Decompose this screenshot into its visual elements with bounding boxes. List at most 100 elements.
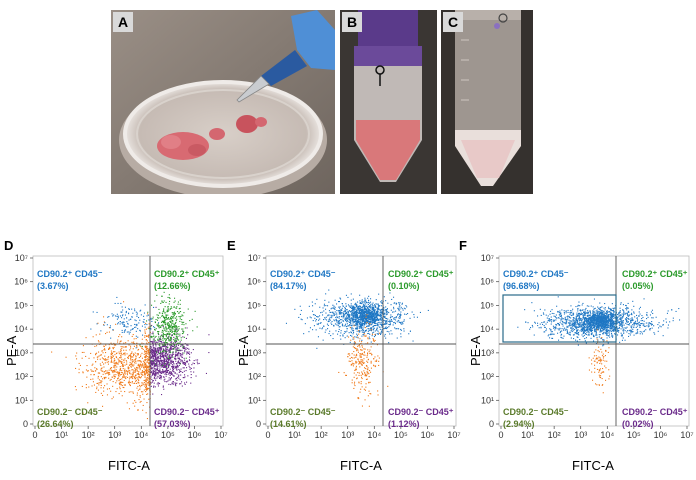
data-point xyxy=(189,360,191,362)
data-point xyxy=(369,312,371,314)
data-point xyxy=(137,353,139,355)
data-point xyxy=(155,359,157,361)
data-point xyxy=(335,330,337,332)
data-point xyxy=(362,315,364,317)
data-point xyxy=(361,372,363,374)
data-point xyxy=(369,328,371,330)
data-point xyxy=(156,383,158,385)
data-point xyxy=(104,359,106,361)
data-point xyxy=(135,347,137,349)
data-point xyxy=(388,312,390,314)
data-point xyxy=(124,358,126,360)
data-point xyxy=(165,375,167,377)
data-point xyxy=(165,367,167,369)
data-point xyxy=(651,327,653,329)
data-point xyxy=(376,329,378,331)
data-point xyxy=(119,357,121,359)
data-point xyxy=(348,360,350,362)
data-point xyxy=(123,331,125,333)
data-point xyxy=(162,360,164,362)
data-point xyxy=(132,356,134,358)
data-point xyxy=(159,346,161,348)
data-point xyxy=(168,340,170,342)
data-point xyxy=(158,348,160,350)
data-point xyxy=(362,323,364,325)
data-point xyxy=(387,302,389,304)
data-point xyxy=(122,368,124,370)
data-point xyxy=(165,326,167,328)
data-point xyxy=(123,301,125,303)
data-point xyxy=(377,306,379,308)
data-point xyxy=(152,355,154,357)
data-point xyxy=(386,320,388,322)
data-point xyxy=(339,312,341,314)
data-point xyxy=(634,321,636,323)
data-point xyxy=(152,358,154,360)
data-point xyxy=(166,367,168,369)
data-point xyxy=(137,389,139,391)
data-point xyxy=(180,368,182,370)
data-point xyxy=(183,352,185,354)
data-point xyxy=(336,314,338,316)
data-point xyxy=(170,321,172,323)
y-tick-label: 10³ xyxy=(248,348,261,358)
data-point xyxy=(631,330,633,332)
data-point xyxy=(112,355,114,357)
data-point xyxy=(150,351,152,353)
data-point xyxy=(394,321,396,323)
data-point xyxy=(377,333,379,335)
data-point xyxy=(353,318,355,320)
data-point xyxy=(380,331,382,333)
data-point xyxy=(579,330,581,332)
x-tick-label: 10⁶ xyxy=(188,430,202,440)
data-point xyxy=(157,314,159,316)
data-point xyxy=(104,322,106,324)
data-point xyxy=(617,330,619,332)
data-point xyxy=(111,398,113,400)
data-point xyxy=(131,356,133,358)
data-point xyxy=(584,326,586,328)
data-point xyxy=(144,335,146,337)
data-point xyxy=(363,301,365,303)
data-point xyxy=(123,349,125,351)
data-point xyxy=(148,336,150,338)
data-point xyxy=(172,381,174,383)
data-point xyxy=(129,372,131,374)
data-point xyxy=(153,385,155,387)
data-point xyxy=(131,352,133,354)
data-point xyxy=(365,308,367,310)
data-point xyxy=(125,342,127,344)
data-point xyxy=(573,338,575,340)
data-point xyxy=(108,347,110,349)
data-point xyxy=(362,334,364,336)
data-point xyxy=(172,346,174,348)
data-point xyxy=(338,301,340,303)
data-point xyxy=(358,327,360,329)
data-point xyxy=(400,323,402,325)
data-point xyxy=(161,321,163,323)
data-point xyxy=(356,361,358,363)
data-point xyxy=(320,312,322,314)
data-point xyxy=(351,312,353,314)
data-point xyxy=(367,371,369,373)
data-point xyxy=(164,344,166,346)
data-point xyxy=(144,365,146,367)
data-point xyxy=(151,320,153,322)
data-point xyxy=(138,317,140,319)
data-point xyxy=(346,312,348,314)
data-point xyxy=(350,328,352,330)
data-point xyxy=(154,365,156,367)
data-point xyxy=(132,374,134,376)
data-point xyxy=(143,353,145,355)
data-point xyxy=(112,347,114,349)
data-point xyxy=(179,363,181,365)
data-point xyxy=(400,336,402,338)
data-point xyxy=(352,317,354,319)
data-point xyxy=(164,323,166,325)
data-point xyxy=(370,360,372,362)
x-tick-label: 10¹ xyxy=(55,430,68,440)
data-point xyxy=(145,355,147,357)
data-point xyxy=(625,322,627,324)
data-point xyxy=(145,348,147,350)
data-point xyxy=(366,311,368,313)
